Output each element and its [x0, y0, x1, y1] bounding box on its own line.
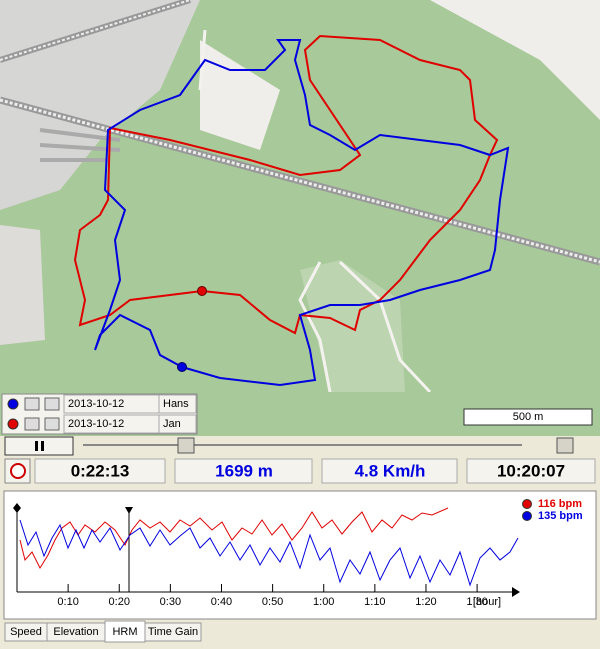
stat-box [321, 458, 458, 484]
stat-clock: 10:20:07 [497, 461, 565, 480]
position-marker [177, 362, 187, 372]
open-area [430, 0, 600, 120]
tab-label: Elevation [53, 626, 98, 638]
x-tick-label: 0:30 [160, 596, 181, 608]
track-name: Jan [163, 418, 181, 430]
x-tick-label: 0:20 [109, 596, 130, 608]
open-area [200, 40, 280, 150]
x-tick-label: 1:30 [466, 596, 487, 608]
stat-box [466, 458, 596, 484]
track-name: Hans [163, 398, 189, 410]
track-date: 2013-10-12 [68, 418, 124, 430]
track-cell [158, 394, 197, 414]
urban-area [0, 225, 45, 345]
track-rows: 2013-10-12 Hans 2013-10-12 Jan [7, 394, 197, 434]
x-tick-label: 1:10 [364, 596, 385, 608]
axis-arrow [512, 587, 520, 597]
x-unit: [hour] [473, 596, 501, 608]
stat-time: 0:22:13 [71, 461, 130, 480]
x-tick-label: 0:40 [211, 596, 232, 608]
slider-thumb[interactable] [177, 437, 195, 454]
scale-label: 500 m [513, 411, 544, 423]
clock-icon [10, 463, 26, 479]
track-color[interactable] [7, 418, 19, 430]
hr-line-red [19, 507, 449, 570]
stat-box [34, 458, 166, 484]
pause-icon [35, 441, 38, 451]
pause-icon [41, 441, 44, 451]
stat-box [174, 458, 313, 484]
x-tick-label: 0:50 [262, 596, 283, 608]
tab-bar: Speed Elevation HRM Time Gain [4, 620, 202, 643]
legend-dot [522, 499, 532, 509]
track-icon[interactable] [24, 397, 40, 411]
x-tick-label: 0:10 [57, 596, 78, 608]
tab-label: Time Gain [148, 626, 198, 638]
start-marker [13, 503, 21, 513]
urban-area [0, 0, 200, 210]
track-icon[interactable] [44, 397, 60, 411]
legend-dot [522, 511, 532, 521]
road [198, 29, 207, 91]
track-blue [94, 39, 510, 387]
play-button[interactable] [4, 436, 74, 456]
hr-line-blue [19, 519, 519, 587]
track-cell [158, 414, 197, 434]
slider-thumb[interactable] [556, 437, 574, 454]
track-icon[interactable] [44, 417, 60, 431]
tab-label: Speed [10, 626, 42, 638]
railway [0, 98, 600, 264]
cursor-marker [125, 507, 133, 514]
legend-label: 135 bpm [538, 510, 583, 522]
legend-label: 116 bpm [538, 498, 582, 510]
x-tick-label: 1:20 [415, 596, 436, 608]
track-color[interactable] [7, 398, 19, 410]
hrm-panel [3, 490, 597, 620]
tab-label: HRM [112, 626, 137, 638]
x-tick-label: 1:00 [313, 596, 334, 608]
position-marker [197, 286, 207, 296]
track-red [73, 34, 499, 335]
toolbar [0, 436, 600, 458]
track-date: 2013-10-12 [68, 398, 124, 410]
railway [0, 0, 191, 61]
stat-distance: 1699 m [215, 461, 273, 480]
stat-speed: 4.8 Km/h [355, 461, 426, 480]
field [300, 260, 405, 392]
hrm-axis: 0:10 0:20 0:30 0:40 0:50 1:00 1:10 1:20 1:30[hou… [57, 498, 582, 608]
scale-bar [463, 408, 593, 426]
road [298, 260, 432, 394]
track-icon[interactable] [24, 417, 40, 431]
map[interactable]: 500 m [0, 0, 600, 426]
tab[interactable] [144, 622, 202, 642]
